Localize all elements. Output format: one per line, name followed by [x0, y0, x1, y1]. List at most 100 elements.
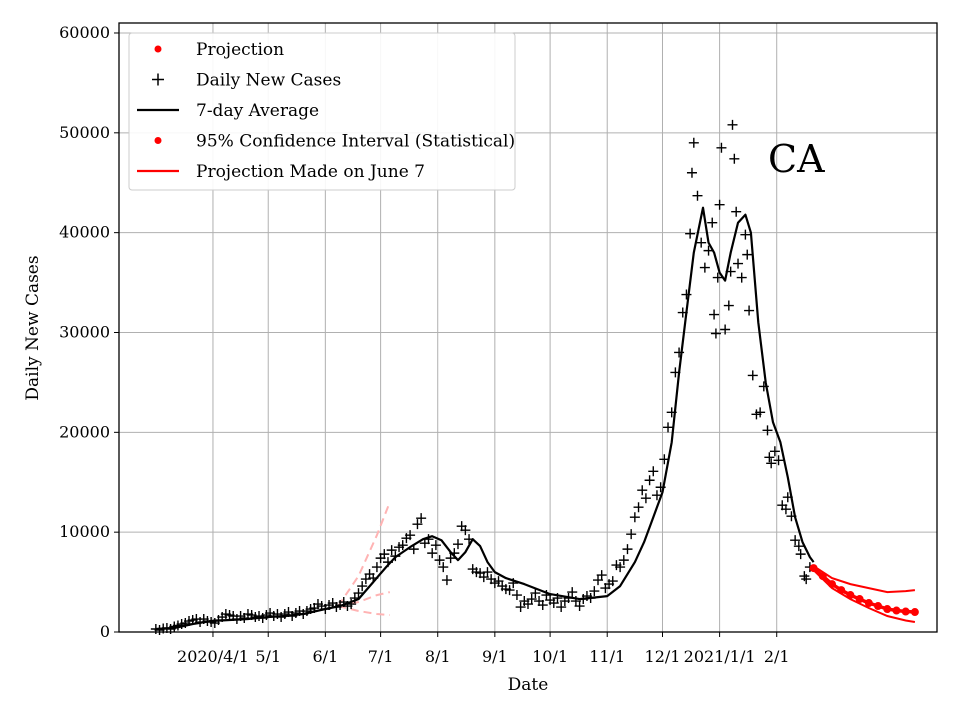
- daily-case-point: [731, 206, 742, 217]
- x-tick-label: 6/1: [312, 647, 338, 666]
- daily-case-point: [686, 167, 697, 178]
- daily-case-point: [633, 502, 644, 513]
- state-label: CA: [768, 137, 825, 181]
- daily-case-point: [511, 590, 522, 601]
- daily-case-point: [716, 142, 727, 153]
- daily-case-point: [744, 305, 755, 316]
- daily-case-point: [793, 541, 804, 552]
- daily-case-point: [482, 567, 493, 578]
- daily-case-point: [736, 272, 747, 283]
- x-tick-label: 2021/1/1: [684, 647, 756, 666]
- projection-point: [818, 572, 827, 581]
- daily-case-point: [733, 258, 744, 269]
- daily-case-point: [357, 581, 368, 592]
- legend-label: Daily New Cases: [196, 71, 341, 91]
- series: [150, 119, 919, 636]
- daily-case-point: [681, 289, 692, 300]
- daily-case-point: [452, 539, 463, 550]
- daily-case-point: [766, 458, 777, 469]
- projection-point: [846, 591, 855, 600]
- projection-point: [892, 606, 901, 615]
- y-tick-label: 60000: [59, 23, 110, 42]
- daily-case-point: [710, 328, 721, 339]
- daily-case-point: [790, 535, 801, 546]
- daily-case-point: [405, 530, 416, 541]
- daily-case-point: [438, 562, 449, 573]
- daily-case-point: [504, 585, 515, 596]
- daily-case-point: [629, 512, 640, 523]
- x-tick-label: 2020/4/1: [177, 647, 249, 666]
- daily-case-point: [515, 602, 526, 613]
- daily-case-point: [596, 570, 607, 581]
- projection-point: [883, 605, 892, 614]
- daily-case-point: [740, 229, 751, 240]
- x-tick-label: 9/1: [482, 647, 508, 666]
- daily-case-point: [764, 452, 775, 463]
- daily-case-point: [618, 555, 629, 566]
- plot-frame: [118, 22, 938, 633]
- projection-point: [827, 580, 836, 589]
- daily-case-point: [640, 493, 651, 504]
- june7-projection-lower: [337, 605, 390, 616]
- daily-case-point: [622, 544, 633, 555]
- x-tick-label: 5/1: [255, 647, 281, 666]
- legend-marker-dot: [154, 137, 162, 144]
- daily-case-point: [688, 137, 699, 148]
- daily-case-point: [801, 574, 812, 585]
- daily-case-point: [626, 529, 637, 540]
- daily-case-point: [773, 455, 784, 466]
- daily-case-point: [692, 190, 703, 201]
- daily-case-point: [644, 475, 655, 486]
- y-tick-label: 20000: [59, 422, 110, 441]
- legend-label: 7-day Average: [196, 101, 319, 121]
- seven-day-average-line: [155, 206, 815, 631]
- daily-case-point: [714, 199, 725, 210]
- daily-case-point: [556, 602, 567, 613]
- daily-case-point: [685, 228, 696, 239]
- daily-case-point: [742, 249, 753, 260]
- daily-case-point: [755, 407, 766, 418]
- daily-case-point: [574, 601, 585, 612]
- legend-label: 95% Confidence Interval (Statistical): [196, 132, 515, 152]
- x-tick-label: 11/1: [589, 647, 625, 666]
- legend: Projection Daily New Cases 7-day Average 95…: [128, 32, 516, 191]
- x-axis-label: Date: [508, 675, 549, 695]
- x-tick-label: 7/1: [368, 647, 394, 666]
- daily-case-point: [416, 513, 427, 524]
- daily-case-point: [386, 545, 397, 556]
- daily-case-point: [723, 300, 734, 311]
- projection-point: [901, 607, 910, 616]
- daily-case-point: [699, 262, 710, 273]
- legend-label: Projection: [196, 40, 284, 60]
- projection-point: [910, 608, 919, 617]
- daily-case-point: [747, 370, 758, 381]
- daily-case-point: [709, 309, 720, 320]
- y-tick-label: 40000: [59, 223, 110, 242]
- daily-case-point: [460, 525, 471, 536]
- daily-case-point: [412, 519, 423, 530]
- projection-point: [809, 564, 818, 573]
- daily-case-point: [427, 548, 438, 559]
- ci-upper-line: [813, 565, 916, 594]
- daily-case-point: [729, 153, 740, 164]
- daily-case-point: [379, 549, 390, 560]
- daily-case-point: [762, 425, 773, 436]
- daily-case-point: [795, 549, 806, 560]
- daily-case-point: [607, 576, 618, 587]
- daily-case-point: [727, 119, 738, 130]
- projection-point: [837, 586, 846, 595]
- daily-case-point: [397, 540, 408, 551]
- projection-point: [855, 595, 864, 604]
- daily-case-point: [441, 575, 452, 586]
- june7-projection-center: [338, 591, 391, 607]
- daily-case-point: [712, 272, 723, 283]
- x-tick-label: 2/1: [764, 647, 790, 666]
- daily-case-point: [637, 485, 648, 496]
- daily-case-point: [353, 588, 364, 599]
- daily-case-point: [780, 504, 791, 515]
- daily-case-point: [537, 600, 548, 611]
- daily-case-point: [615, 562, 626, 573]
- daily-case-point: [371, 562, 382, 573]
- x-tick-label: 10/1: [532, 647, 568, 666]
- y-tick-label: 0: [100, 622, 110, 641]
